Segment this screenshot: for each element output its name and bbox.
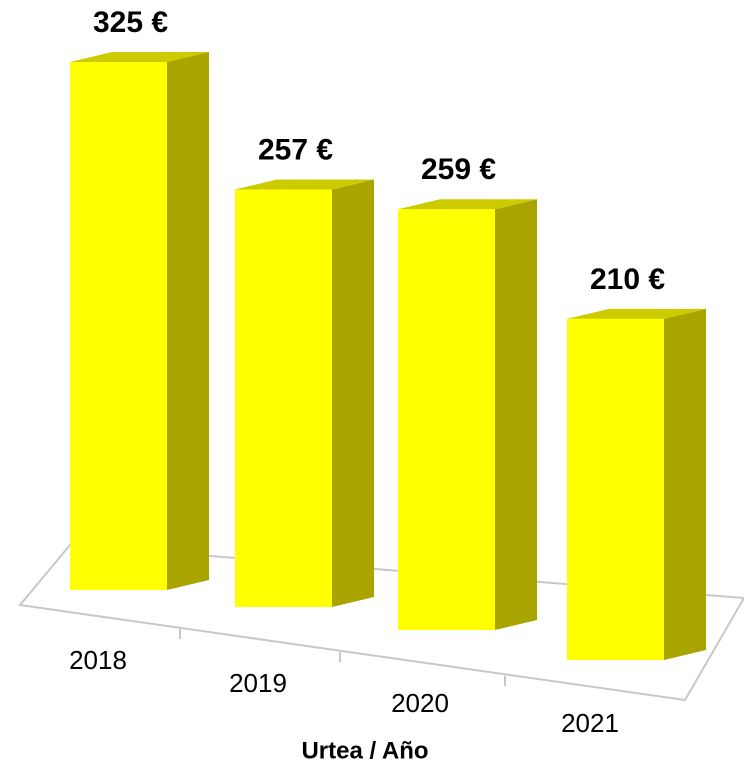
x-tick-label: 2018 bbox=[69, 645, 127, 675]
bar-top bbox=[70, 52, 209, 62]
bar bbox=[70, 62, 167, 590]
bar-side bbox=[664, 308, 706, 660]
bar-top bbox=[567, 308, 706, 319]
bar-side bbox=[167, 52, 209, 590]
x-tick-label: 2021 bbox=[561, 708, 619, 738]
bar bbox=[567, 318, 664, 660]
x-tick-label: 2019 bbox=[229, 668, 287, 698]
bar-side bbox=[332, 179, 374, 607]
x-tick-label: 2020 bbox=[391, 688, 449, 718]
bar-top bbox=[398, 199, 537, 210]
value-label: 210 € bbox=[590, 263, 665, 296]
bar-side bbox=[495, 199, 537, 630]
x-axis-title: Urtea / Año bbox=[301, 737, 428, 764]
floor-ticks bbox=[179, 629, 506, 686]
floor bbox=[18, 543, 744, 702]
bar-top bbox=[235, 179, 374, 190]
value-label: 259 € bbox=[421, 153, 496, 186]
bar bbox=[235, 189, 332, 607]
bar bbox=[398, 209, 495, 630]
value-label: 325 € bbox=[93, 6, 168, 39]
value-label: 257 € bbox=[258, 133, 333, 166]
